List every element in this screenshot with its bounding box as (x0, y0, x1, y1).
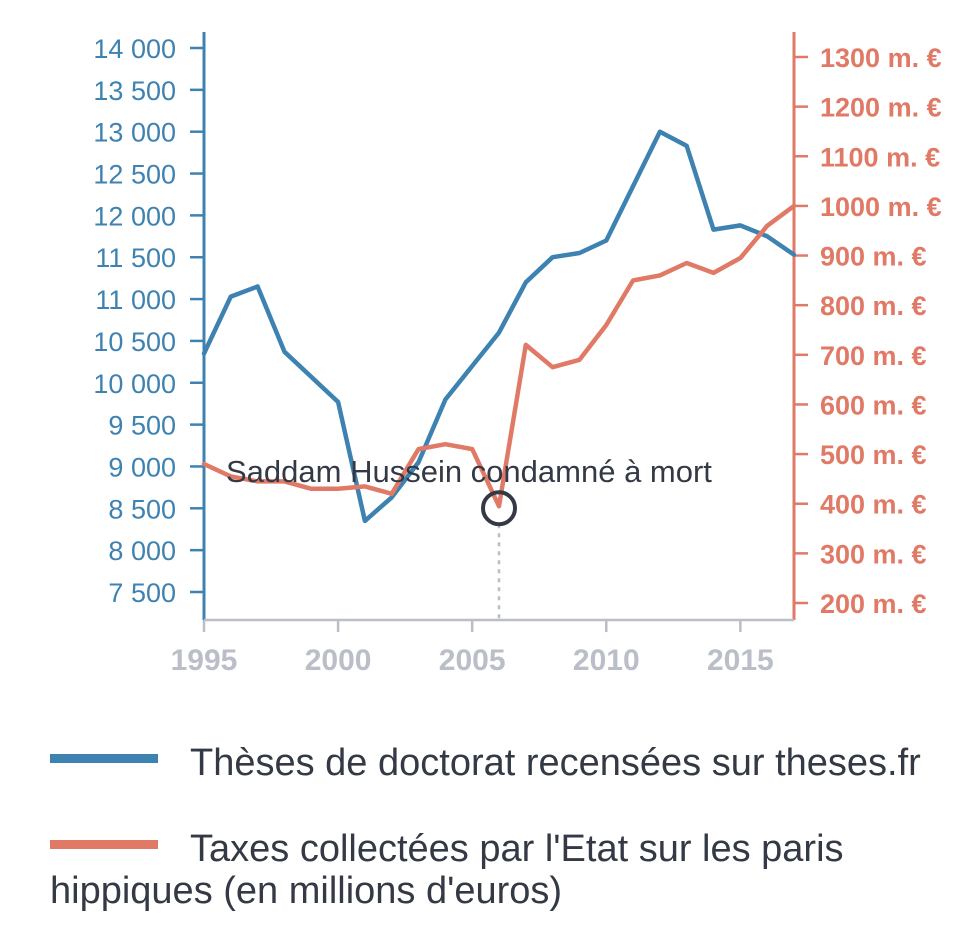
right-axis-tick-label: 200 m. € (820, 589, 927, 619)
x-axis-tick-label: 1995 (171, 644, 238, 677)
left-axis-tick-label: 13 500 (93, 76, 176, 106)
right-axis-tick-label: 1000 m. € (820, 192, 942, 222)
right-axis-tick-label: 1300 m. € (820, 43, 942, 73)
series-line-theses (201, 129, 797, 524)
right-axis-tick-label: 800 m. € (820, 291, 927, 321)
right-axis-tick-label: 500 m. € (820, 440, 927, 470)
legend-label-taxes: Taxes collectées par l'Etat sur les pari… (50, 828, 844, 912)
legend-swatch-taxes (50, 840, 158, 850)
right-axis-tick-label: 1100 m. € (820, 142, 940, 172)
right-axis-tick-label: 300 m. € (820, 539, 927, 569)
right-axis-tick-label: 1200 m. € (820, 93, 942, 123)
series-layer (201, 129, 797, 524)
legend-label-theses: Thèses de doctorat recensées sur theses.… (190, 742, 921, 784)
legend-swatch-theses (50, 754, 158, 764)
left-axis-tick-label: 12 000 (93, 201, 176, 231)
annotation-layer: Saddam Hussein condamné à mort (226, 454, 712, 620)
left-axis-tick-label: 11 500 (95, 243, 176, 273)
legend-item-taxes: Taxes collectées par l'Etat sur les pari… (50, 828, 930, 912)
right-axis-tick-label: 600 m. € (820, 390, 927, 420)
legend-item-theses: Thèses de doctorat recensées sur theses.… (50, 742, 930, 784)
left-axis-tick-label: 10 000 (93, 369, 176, 399)
left-axis-tick-label: 14 000 (93, 34, 176, 64)
left-axis-tick-label: 12 500 (93, 160, 176, 190)
right-axis-tick-label: 700 m. € (820, 341, 927, 371)
annotation-label: Saddam Hussein condamné à mort (226, 454, 712, 489)
series-line-taxes (201, 203, 797, 509)
left-axis-tick-label: 10 500 (93, 327, 176, 357)
right-axis-tick-label: 900 m. € (820, 242, 927, 272)
axes-layer: 7 500 8 000 8 500 9 000 9 500 10 000 10 500 11 … (93, 32, 942, 677)
x-axis-tick-label: 2010 (573, 644, 640, 677)
left-axis-tick-label: 8 000 (108, 536, 176, 566)
left-axis-tick-label: 13 000 (93, 118, 176, 148)
x-axis-tick-label: 2015 (707, 644, 774, 677)
x-axis-tick-label: 2000 (305, 644, 372, 677)
dual-axis-line-chart: 7 500 8 000 8 500 9 000 9 500 10 000 10 500 11 … (93, 32, 942, 677)
annotation-marker (481, 490, 517, 527)
left-axis-tick-label: 8 500 (108, 494, 176, 524)
left-axis-tick-label: 11 000 (95, 285, 176, 315)
left-axis-tick-label: 7 500 (108, 578, 176, 608)
left-axis-tick-label: 9 000 (108, 452, 176, 482)
left-axis-tick-label: 9 500 (108, 411, 176, 441)
right-axis-tick-label: 400 m. € (820, 490, 927, 520)
x-axis-tick-label: 2005 (439, 644, 506, 677)
